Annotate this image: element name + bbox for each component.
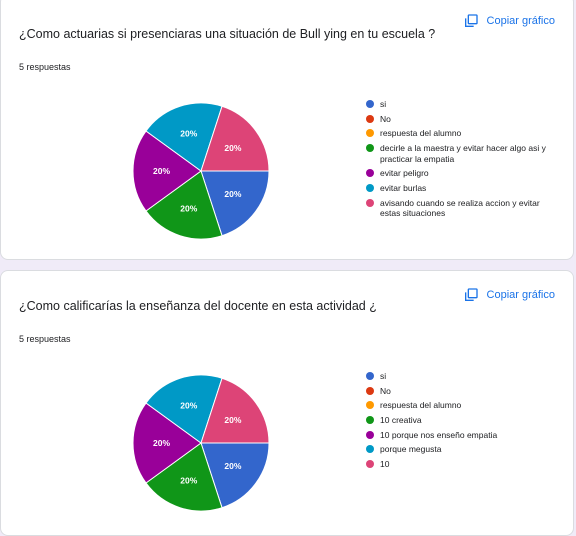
response-count: 5 respuestas xyxy=(19,62,71,72)
legend-swatch xyxy=(366,144,374,153)
legend-item[interactable]: si xyxy=(366,99,556,110)
copy-icon xyxy=(464,288,478,301)
response-count: 5 respuestas xyxy=(19,334,71,344)
copy-chart-button-2[interactable]: Copiar gráfico xyxy=(463,287,555,303)
pie-slice[interactable] xyxy=(145,102,223,172)
pie-chart: 20% 20% 20% 20% 20% xyxy=(132,102,270,240)
copy-chart-label: Copiar gráfico xyxy=(486,15,555,27)
slice-percent-label: 20% xyxy=(153,166,170,176)
slice-percent-label: 20% xyxy=(224,189,241,199)
copy-chart-button-1[interactable]: Copiar gráfico xyxy=(463,13,555,29)
chart-legend: si No respuesta del alumno decirle a la mae… xyxy=(366,99,556,223)
slice-percent-label: 20% xyxy=(224,461,241,471)
legend-item[interactable]: si xyxy=(366,371,556,382)
legend-swatch xyxy=(366,169,374,178)
legend-label: porque megusta xyxy=(380,444,442,455)
legend-label: evitar peligro xyxy=(380,168,429,179)
legend-swatch xyxy=(366,401,374,410)
slice-percent-label: 20% xyxy=(180,128,197,138)
legend-swatch xyxy=(366,129,374,138)
legend-label: avisando cuando se realiza accion y evit… xyxy=(380,197,540,219)
legend-swatch xyxy=(366,460,374,469)
slice-percent-label: 20% xyxy=(180,204,197,214)
legend-item[interactable]: respuesta del alumno xyxy=(366,400,556,411)
pie-slice[interactable] xyxy=(132,130,202,212)
slice-percent-label: 20% xyxy=(224,415,241,425)
legend-label: decirle a la maestra y evitar hacer algo… xyxy=(380,143,546,164)
legend-label: si xyxy=(380,99,387,109)
legend-label: 10 creativa xyxy=(380,415,422,426)
question-title: ¿Como actuarias si presenciaras una situ… xyxy=(19,27,436,41)
legend-label: 10 porque nos enseño empatia xyxy=(380,429,498,440)
pie-slice[interactable] xyxy=(145,374,223,444)
legend-label: respuesta del alumno xyxy=(380,128,462,139)
legend-swatch xyxy=(366,445,374,454)
slice-percent-label: 20% xyxy=(224,143,241,153)
legend-item[interactable]: No xyxy=(366,386,556,397)
pie-slice[interactable] xyxy=(145,170,223,240)
legend-swatch xyxy=(366,372,374,380)
pie-slice[interactable] xyxy=(200,377,270,444)
copy-chart-label: Copiar gráfico xyxy=(486,289,555,301)
legend-label: 10 xyxy=(380,459,390,470)
pie-chart: 20% 20% 20% 20% 20% xyxy=(132,374,270,512)
slice-percent-label: 20% xyxy=(180,400,197,410)
legend-swatch xyxy=(366,386,374,395)
question-title: ¿Como calificarías la enseñanza del doce… xyxy=(19,299,377,313)
legend-item[interactable]: 10 xyxy=(366,459,556,470)
legend-label: respuesta del alumno xyxy=(380,400,462,411)
legend-swatch xyxy=(366,416,374,425)
pie-slice[interactable] xyxy=(200,442,270,509)
legend-swatch xyxy=(366,114,374,123)
legend-item[interactable]: decirle a la maestra y evitar hacer algo… xyxy=(366,143,556,164)
legend-swatch xyxy=(366,198,374,207)
pie-slice[interactable] xyxy=(200,105,270,172)
legend-swatch xyxy=(366,430,374,439)
legend-item[interactable]: avisando cuando se realiza accion y evit… xyxy=(366,198,556,219)
pie-slice[interactable] xyxy=(200,170,270,237)
legend-item[interactable]: 10 porque nos enseño empatia xyxy=(366,430,556,441)
legend-item[interactable]: evitar peligro xyxy=(366,168,556,179)
legend-swatch xyxy=(366,183,374,192)
legend-item[interactable]: evitar burlas xyxy=(366,183,556,194)
legend-item[interactable]: No xyxy=(366,114,556,125)
slice-percent-label: 20% xyxy=(153,438,170,448)
legend-label: evitar burlas xyxy=(380,182,427,193)
legend-item[interactable]: 10 creativa xyxy=(366,415,556,426)
legend-label: si xyxy=(380,371,387,381)
chart-card-1: Copiar gráfico ¿Como actuarias si presen… xyxy=(0,0,574,260)
legend-label: No xyxy=(380,113,391,124)
slice-percent-label: 20% xyxy=(180,476,197,486)
legend-label: No xyxy=(380,385,391,396)
legend-item[interactable]: porque megusta xyxy=(366,444,556,455)
chart-card-2: Copiar gráfico ¿Como calificarías la ens… xyxy=(0,270,574,536)
legend-item[interactable]: respuesta del alumno xyxy=(366,128,556,139)
pie-slice[interactable] xyxy=(145,442,223,512)
chart-legend: si No respuesta del alumno 10 creativa 10 po… xyxy=(366,371,556,474)
legend-swatch xyxy=(366,100,374,108)
copy-icon xyxy=(464,14,478,27)
pie-slice[interactable] xyxy=(132,402,202,484)
